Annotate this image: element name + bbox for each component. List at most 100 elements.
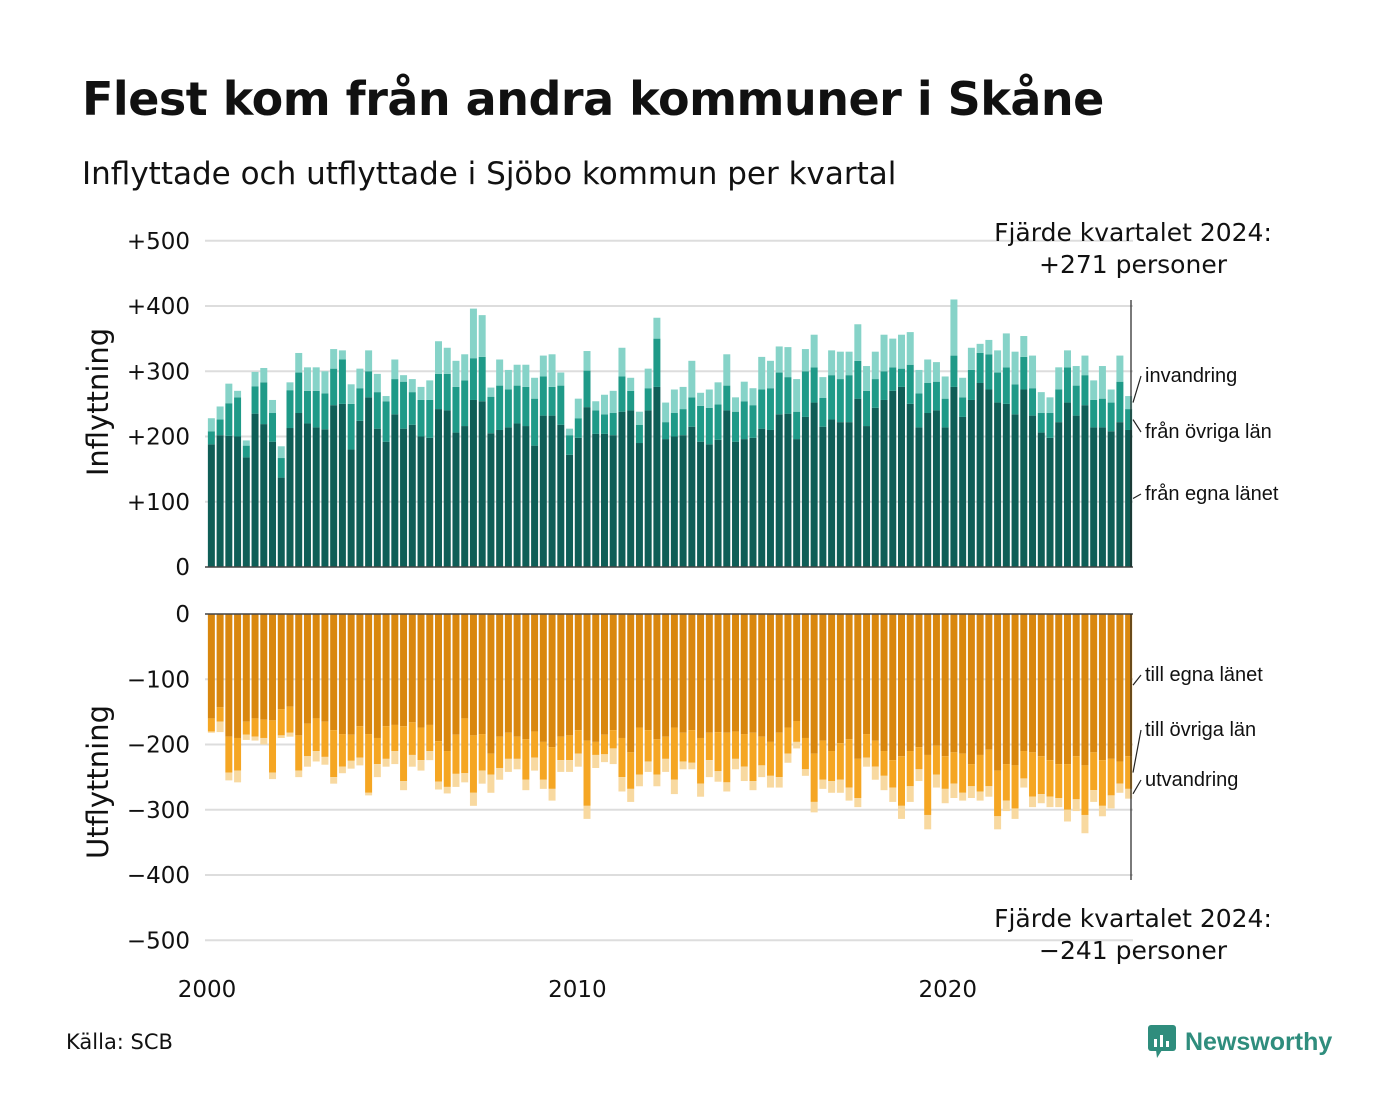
bar-inflow-2 — [1011, 351, 1019, 385]
bar-inflow-1 — [950, 355, 958, 387]
bar-inflow-1 — [496, 385, 504, 430]
bar-outflow-0 — [347, 614, 355, 735]
bar-inflow-0 — [365, 397, 373, 567]
bar-inflow-1 — [312, 390, 320, 428]
bar-outflow-1 — [408, 722, 416, 755]
bar-outflow-1 — [967, 764, 975, 787]
outflow-bars — [207, 614, 1133, 834]
bar-outflow-0 — [338, 614, 346, 735]
bar-inflow-0 — [985, 389, 993, 567]
bar-outflow-2 — [321, 756, 329, 765]
bar-outflow-1 — [880, 751, 888, 776]
bar-inflow-1 — [382, 401, 390, 442]
bar-inflow-1 — [775, 372, 783, 415]
bar-outflow-2 — [1125, 788, 1133, 799]
bar-inflow-1 — [1046, 413, 1054, 438]
bar-outflow-1 — [871, 740, 879, 767]
bar-inflow-0 — [880, 399, 888, 567]
bar-outflow-2 — [356, 757, 364, 766]
bar-inflow-1 — [539, 376, 547, 416]
bar-outflow-2 — [417, 760, 425, 771]
bar-outflow-2 — [723, 782, 731, 792]
y-tick-label: +400 — [127, 294, 190, 320]
bar-outflow-1 — [915, 747, 923, 770]
bar-inflow-1 — [435, 373, 442, 410]
bar-inflow-0 — [644, 410, 652, 567]
bar-outflow-0 — [871, 614, 879, 741]
bar-inflow-0 — [653, 386, 661, 567]
bar-outflow-0 — [225, 614, 233, 737]
bar-inflow-0 — [1098, 427, 1106, 567]
bar-outflow-0 — [758, 614, 766, 737]
bar-inflow-1 — [600, 414, 608, 434]
bar-outflow-0 — [985, 614, 993, 750]
bar-inflow-0 — [1029, 415, 1037, 567]
bar-outflow-2 — [915, 769, 923, 782]
bar-inflow-1 — [697, 405, 705, 442]
bar-outflow-1 — [784, 727, 792, 754]
bar-inflow-1 — [662, 422, 670, 440]
series-label: från egna länet — [1145, 483, 1279, 505]
bar-outflow-1 — [1090, 752, 1098, 791]
bar-inflow-2 — [365, 350, 373, 372]
bar-inflow-0 — [775, 414, 783, 567]
bar-inflow-1 — [766, 388, 774, 430]
bar-outflow-2 — [609, 748, 617, 765]
bar-outflow-1 — [732, 731, 740, 759]
bar-outflow-0 — [531, 614, 539, 732]
bar-outflow-2 — [863, 757, 871, 767]
bar-inflow-1 — [548, 386, 556, 416]
x-ticks: 2000 2010 2020 — [178, 977, 977, 1003]
bar-inflow-1 — [417, 399, 425, 437]
bar-inflow-2 — [854, 324, 862, 361]
bar-outflow-0 — [426, 614, 434, 725]
bar-outflow-1 — [1020, 751, 1028, 779]
bar-inflow-2 — [801, 349, 809, 372]
bar-outflow-2 — [391, 751, 399, 765]
bar-inflow-0 — [574, 437, 582, 567]
bar-inflow-1 — [478, 356, 486, 402]
bar-inflow-1 — [373, 392, 381, 429]
bar-inflow-2 — [810, 334, 818, 368]
bar-inflow-1 — [426, 399, 434, 438]
bar-inflow-2 — [1116, 355, 1124, 382]
bar-outflow-0 — [583, 614, 591, 741]
bar-outflow-1 — [1107, 758, 1115, 796]
bar-inflow-2 — [469, 308, 477, 359]
bar-inflow-0 — [976, 382, 984, 567]
bar-inflow-2 — [705, 389, 713, 408]
bar-inflow-0 — [906, 403, 914, 567]
bar-inflow-2 — [417, 386, 425, 400]
bar-inflow-0 — [356, 420, 364, 567]
bar-outflow-2 — [443, 786, 451, 794]
bar-outflow-2 — [461, 773, 469, 783]
bar-outflow-0 — [898, 614, 905, 757]
bar-outflow-1 — [592, 741, 600, 755]
bar-outflow-0 — [749, 614, 757, 733]
bar-outflow-2 — [566, 760, 574, 772]
bar-outflow-1 — [959, 753, 967, 793]
bar-inflow-2 — [1107, 389, 1115, 403]
bar-inflow-0 — [1125, 429, 1133, 567]
bar-outflow-1 — [749, 732, 757, 782]
bar-inflow-2 — [688, 360, 696, 398]
bar-inflow-0 — [234, 436, 242, 567]
newsworthy-chart-bubble-icon — [1148, 1025, 1176, 1058]
bar-outflow-2 — [478, 770, 486, 784]
bar-outflow-2 — [1098, 805, 1106, 817]
bar-outflow-2 — [644, 761, 652, 772]
bar-inflow-0 — [758, 428, 766, 567]
bar-outflow-1 — [793, 721, 801, 742]
bar-outflow-0 — [1072, 614, 1080, 757]
bar-outflow-0 — [469, 614, 477, 736]
bar-inflow-1 — [461, 380, 469, 427]
bar-outflow-1 — [1046, 760, 1054, 797]
bar-outflow-2 — [994, 816, 1002, 830]
bar-outflow-2 — [880, 775, 888, 791]
bar-inflow-0 — [330, 405, 338, 567]
bar-inflow-0 — [1037, 432, 1045, 567]
bar-inflow-2 — [941, 376, 949, 399]
bar-outflow-0 — [688, 614, 696, 731]
leader-line — [1132, 729, 1142, 773]
bar-inflow-2 — [373, 373, 381, 393]
